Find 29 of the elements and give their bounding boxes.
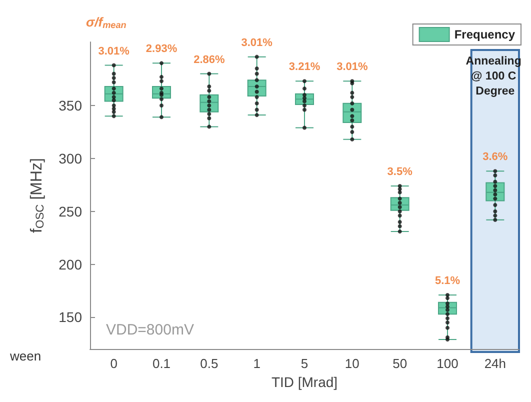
y-tick-label: 350 <box>58 98 82 114</box>
annotation: 3.01% <box>336 61 368 74</box>
annotation: 2.86% <box>194 54 225 66</box>
annotation: 3.6% <box>482 151 508 164</box>
x-tick-label: 0.1 <box>152 356 171 371</box>
y-tick-label: 150 <box>58 309 82 326</box>
x-axis-title: TID [Mrad] <box>271 374 338 390</box>
x-tick-label: 100 <box>436 356 458 371</box>
y-tick-label: 200 <box>58 256 82 272</box>
text: ween <box>9 348 42 364</box>
annotation: 3.21% <box>288 61 320 74</box>
x-tick-label: 50 <box>392 356 408 371</box>
x-tick-label: 0 <box>110 356 118 371</box>
annotation: VDD=800mV <box>106 322 194 338</box>
x-tick-label: 10 <box>344 356 360 371</box>
x-tick-label: 5 <box>300 356 308 371</box>
legend-label: Frequency <box>454 28 516 42</box>
x-tick-label: 0.5 <box>200 356 218 371</box>
y-tick-label: 300 <box>58 150 82 166</box>
annotation: 3.01% <box>241 36 273 49</box>
annotation: 3.5% <box>387 166 413 178</box>
annotation: 2.93% <box>146 43 178 56</box>
annotation: 5.1% <box>434 275 460 288</box>
text: σ/fmean <box>86 14 127 30</box>
x-tick-label: 1 <box>253 356 260 371</box>
y-tick-label: 250 <box>58 203 82 220</box>
annotation: 3.01% <box>98 45 130 58</box>
y-axis-title: fOSC [MHz] <box>28 158 46 233</box>
x-tick-label: 24h <box>484 356 506 371</box>
